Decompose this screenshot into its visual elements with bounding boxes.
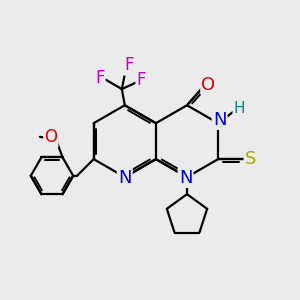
Text: S: S — [245, 150, 256, 168]
Text: N: N — [118, 169, 131, 187]
Text: H: H — [234, 101, 245, 116]
Text: F: F — [136, 70, 146, 88]
Text: F: F — [124, 56, 134, 74]
Text: N: N — [179, 169, 192, 187]
Text: N: N — [213, 111, 226, 129]
Text: O: O — [44, 128, 57, 146]
Text: F: F — [95, 69, 104, 87]
Text: O: O — [201, 76, 216, 94]
